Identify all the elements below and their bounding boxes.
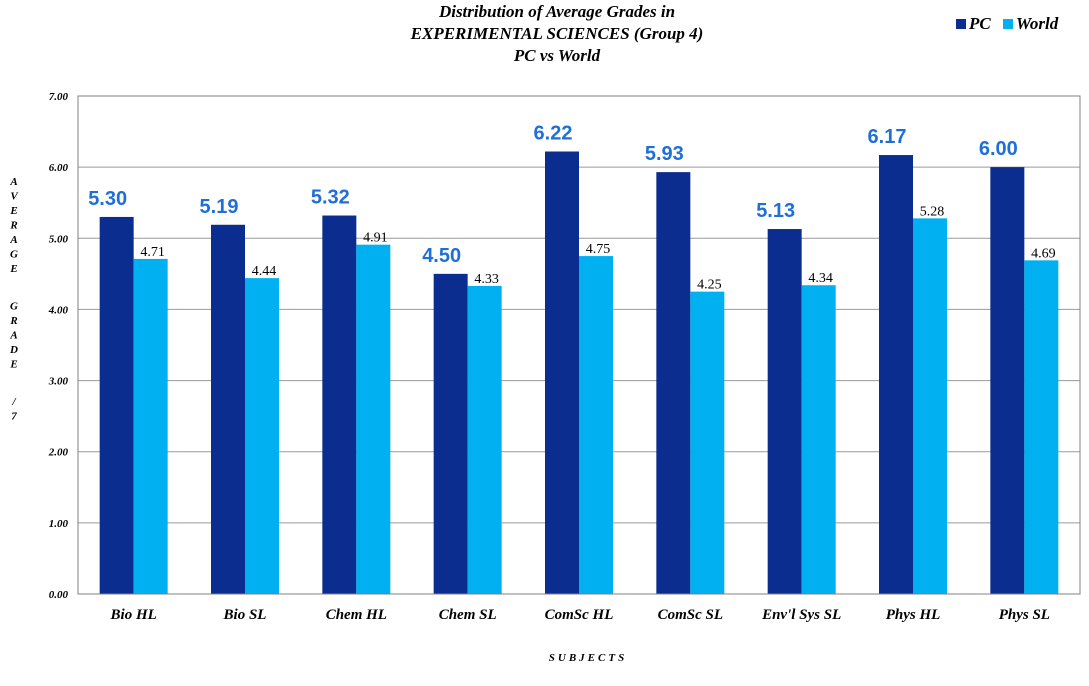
- data-labels: 5.30 4.71 5.19 4.44 5.32 4.91 4.50 4.33 6.22 4.75…: [88, 122, 1055, 292]
- y-tick-label: 5.00: [49, 233, 69, 245]
- data-label-pc: 5.93: [645, 143, 684, 165]
- x-tick-label: Phys HL: [886, 607, 941, 623]
- data-label-pc: 4.50: [422, 245, 461, 267]
- y-axis-label-char: 7: [11, 411, 17, 423]
- chart-title-line-2: EXPERIMENTAL SCIENCES (Group 4): [410, 24, 704, 43]
- data-label-world: 4.71: [140, 245, 165, 260]
- bar-world: [133, 258, 168, 594]
- data-label-pc: 5.32: [311, 187, 350, 209]
- bar-pc: [545, 151, 579, 594]
- data-label-pc: 6.00: [979, 138, 1018, 160]
- chart-title-line-1: Distribution of Average Grades in: [438, 2, 675, 21]
- y-tick-label: 1.00: [49, 518, 69, 530]
- bar-pc: [322, 215, 357, 594]
- y-axis-label-char: D: [9, 344, 18, 356]
- data-label-world: 4.69: [1031, 246, 1056, 261]
- x-tick-label: Chem SL: [439, 607, 497, 623]
- bar-pc: [211, 224, 245, 595]
- y-axis-label-char: R: [9, 220, 17, 232]
- x-tick-label: Phys SL: [999, 607, 1050, 623]
- y-axis-label-char: V: [10, 191, 19, 203]
- data-label-pc: 6.22: [534, 122, 573, 144]
- x-tick-label: Chem HL: [326, 607, 387, 623]
- data-label-world: 4.33: [474, 272, 499, 287]
- y-axis-label-char: A: [9, 234, 17, 246]
- y-axis-label-char: G: [10, 301, 18, 313]
- chart-title-line-3: PC vs World: [513, 46, 601, 65]
- data-label-pc: 5.30: [88, 188, 127, 210]
- y-axis-label-char: R: [9, 315, 17, 327]
- y-tick-label: 2.00: [48, 447, 69, 459]
- x-axis-ticks: Bio HL Bio SL Chem HL Chem SL ComSc HL ComSc …: [110, 607, 1050, 623]
- x-axis-label: SUBJECTS: [549, 652, 627, 664]
- bar-world: [913, 218, 947, 594]
- bar-pc: [990, 167, 1025, 594]
- y-axis-label-char: A: [9, 176, 17, 188]
- x-tick-label: Bio HL: [110, 607, 157, 623]
- data-label-pc: 5.19: [200, 196, 239, 218]
- data-label-pc: 5.13: [756, 200, 795, 222]
- bar-pc: [879, 155, 913, 594]
- y-tick-label: 0.00: [49, 589, 69, 601]
- data-label-world: 4.75: [586, 242, 611, 257]
- bar-world: [690, 291, 725, 594]
- bar-world: [1024, 260, 1059, 594]
- data-label-world: 4.91: [363, 231, 388, 246]
- legend-swatch-world: [1003, 19, 1013, 29]
- data-label-world: 4.25: [697, 278, 722, 293]
- bar-pc: [99, 216, 134, 594]
- x-tick-label: Env'l Sys SL: [761, 607, 841, 623]
- bar-world: [579, 256, 613, 594]
- y-axis-label-char: A: [9, 330, 17, 342]
- legend-label-pc: PC: [968, 14, 991, 33]
- y-axis-label-char: E: [9, 359, 17, 371]
- y-tick-label: 6.00: [49, 162, 69, 174]
- bars: [99, 151, 1059, 595]
- y-axis-label-char: G: [10, 249, 18, 261]
- y-tick-label: 4.00: [48, 304, 69, 316]
- y-tick-label: 7.00: [49, 91, 69, 103]
- bar-pc: [767, 229, 802, 594]
- plot-area-border: [77, 95, 1081, 595]
- legend-label-world: World: [1016, 14, 1059, 33]
- x-tick-label: ComSc HL: [545, 607, 614, 623]
- y-axis-label-char: /: [11, 396, 16, 408]
- bar-world: [467, 285, 502, 594]
- x-tick-label: ComSc SL: [658, 607, 723, 623]
- bar-world: [356, 244, 391, 594]
- bar-pc: [656, 172, 691, 594]
- data-label-world: 4.34: [808, 271, 833, 286]
- bar-world: [801, 285, 836, 594]
- legend-swatch-pc: [956, 19, 966, 29]
- legend: PC World: [956, 14, 1059, 33]
- x-tick-label: Bio SL: [223, 607, 267, 623]
- bar-world: [245, 278, 279, 594]
- data-label-pc: 6.17: [868, 126, 907, 148]
- bar-pc: [433, 273, 468, 594]
- data-label-world: 4.44: [252, 264, 277, 279]
- y-axis-label-char: E: [9, 205, 17, 217]
- data-label-world: 5.28: [920, 204, 945, 219]
- y-axis-ticks: 0.00 1.00 2.00 3.00 4.00 5.00 6.00 7.00: [48, 91, 69, 601]
- y-axis-label-char: E: [9, 263, 17, 275]
- y-tick-label: 3.00: [48, 376, 69, 388]
